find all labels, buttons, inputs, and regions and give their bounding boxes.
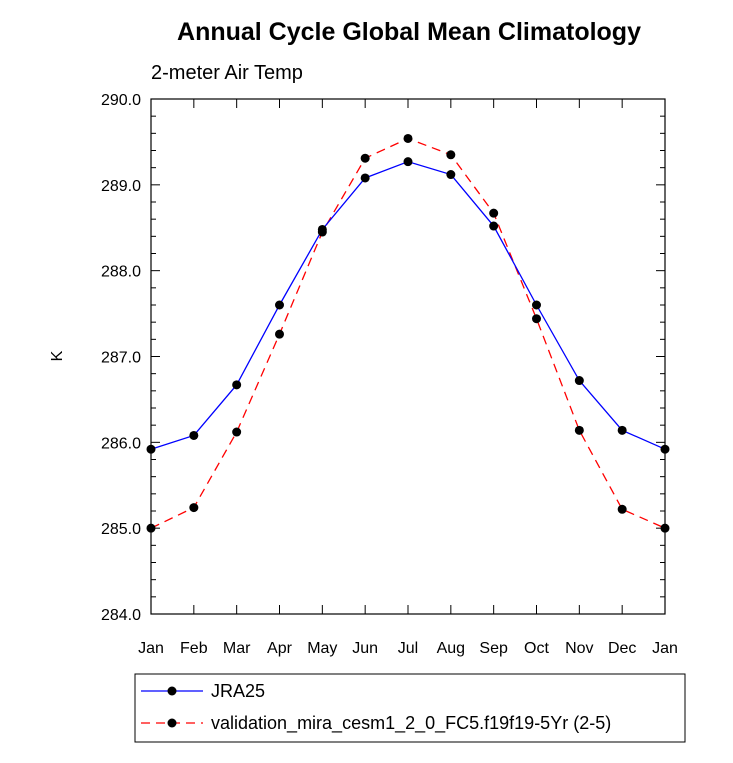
legend-box [134,673,686,743]
x-tick-label: Jul [398,640,418,657]
series-1-point [189,503,199,513]
series-0-point [660,444,670,454]
y-tick-label: 290.0 [101,92,141,109]
series-0-point [360,173,370,183]
x-tick-labels: Jan Feb Mar Apr May Jun Jul Aug Sep Oct Nov Dec Jan [138,640,678,657]
series-line-1 [150,137,666,529]
series-1-point [489,208,499,218]
series-1-point [360,153,370,163]
y-tick-label: 286.0 [101,435,141,452]
series-1-point [532,314,541,324]
legend-marker-validation [167,718,177,728]
x-tick-label: Sep [479,640,508,657]
series-1-point [275,329,284,339]
x-tick-label: Jan [652,640,678,657]
x-tick-label: Apr [267,640,293,657]
x-tick-label: Feb [180,640,208,657]
x-tick-label: Dec [608,640,636,657]
plot-area: 284.0 285.0 286.0 287.0 288.0 289.0 290.0 Jan F… [101,92,678,657]
series-0-point [574,376,584,386]
series-0-point [403,157,413,167]
series-1-point [403,133,413,143]
y-tick-label: 289.0 [101,178,141,195]
plot-frame [150,98,666,615]
series-1-point [617,504,627,514]
x-tick-label: Aug [437,640,465,657]
series-1-point [660,523,670,533]
legend: JRA25 validation_mira_cesm1_2_0_FC5.f19f… [134,673,686,743]
y-tick-labels: 284.0 285.0 286.0 287.0 288.0 289.0 290.0 [101,92,141,624]
axis-ticks [150,98,666,615]
x-tick-label: Jun [352,640,378,657]
chart-title: Annual Cycle Global Mean Climatology [177,18,641,46]
series-0-point [275,300,284,310]
x-tick-label: May [307,640,337,657]
series-0-point [189,430,199,440]
series-0-point [617,425,627,435]
series-0-point [489,221,499,231]
series-0-point [232,380,242,390]
series-1-point [146,523,156,533]
y-tick-label: 288.0 [101,264,141,281]
series-1-point [232,427,242,437]
series-1-point [574,425,584,435]
legend-label-jra25: JRA25 [211,681,265,701]
x-tick-label: Mar [223,640,251,657]
y-axis-label: K [49,350,66,361]
series-0-point [317,224,327,234]
legend-marker-jra25 [167,686,177,696]
x-tick-label: Oct [524,640,549,657]
series-0-point [446,170,456,180]
y-tick-label: 285.0 [101,521,141,538]
x-tick-label: Jan [138,640,164,657]
legend-label-validation: validation_mira_cesm1_2_0_FC5.f19f19-5Yr… [211,713,611,734]
series-line-0 [150,160,666,450]
y-tick-label: 287.0 [101,350,141,367]
series-0-point [532,300,541,310]
series-layer [146,133,670,533]
y-tick-label: 284.0 [101,607,141,624]
chart-subtitle: 2-meter Air Temp [151,62,303,84]
series-1-point [446,150,456,160]
x-tick-label: Nov [565,640,593,657]
series-0-point [146,444,156,454]
